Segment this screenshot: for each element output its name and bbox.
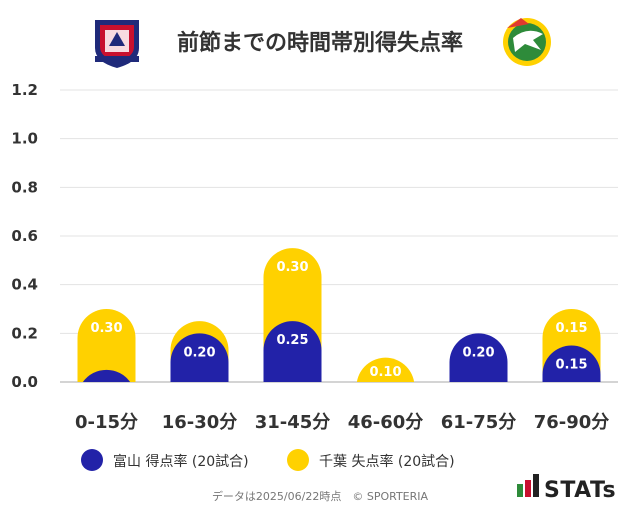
data-label-chiba: 0.30 xyxy=(276,260,308,275)
legend-item-toyama[interactable]: 富山 得点率 (20試合) xyxy=(81,449,249,471)
stats-wordmark: STATs xyxy=(544,478,616,503)
stats-bars-icon xyxy=(517,474,539,497)
legend-label-chiba: 千葉 失点率 (20試合) xyxy=(319,453,455,470)
x-tick-label: 0-15分 xyxy=(75,412,138,433)
bars xyxy=(77,248,601,382)
data-label-toyama: 0.20 xyxy=(462,345,494,360)
data-label-chiba: 0.30 xyxy=(90,321,122,336)
x-tick-label: 76-90分 xyxy=(534,412,610,433)
data-label-chiba: 0.10 xyxy=(369,365,401,380)
bar-toyama xyxy=(263,321,322,382)
stats-logo: STATs xyxy=(517,474,616,503)
bar-chiba xyxy=(356,357,415,382)
legend-label-toyama: 富山 得点率 (20試合) xyxy=(113,453,249,470)
toyama-crest-icon xyxy=(95,20,139,68)
y-tick-label: 1.2 xyxy=(11,81,38,99)
grid xyxy=(60,89,618,383)
bar-toyama xyxy=(449,333,508,382)
y-tick-label: 0.4 xyxy=(11,276,38,294)
bar-toyama xyxy=(542,345,601,382)
x-tick-label: 61-75分 xyxy=(441,412,517,433)
legend-item-chiba[interactable]: 千葉 失点率 (20試合) xyxy=(287,449,455,471)
x-tick-label: 16-30分 xyxy=(162,412,238,433)
bar-toyama xyxy=(82,369,131,382)
legend-swatch-chiba xyxy=(287,449,309,471)
chart-title: 前節までの時間帯別得失点率 xyxy=(177,30,463,56)
y-tick-label: 0.8 xyxy=(11,178,38,196)
x-tick-label: 46-60分 xyxy=(348,412,424,433)
data-labels: 0.30 0.20 0.25 0.30 0.10 0.20 0.15 0.15 xyxy=(90,260,587,380)
y-tick-label: 1.0 xyxy=(11,130,38,148)
bar-chiba xyxy=(77,309,136,382)
x-tick-label: 31-45分 xyxy=(255,412,331,433)
legend: 富山 得点率 (20試合) 千葉 失点率 (20試合) xyxy=(81,449,455,471)
data-label-toyama: 0.25 xyxy=(276,333,308,348)
data-label-toyama: 0.20 xyxy=(183,345,215,360)
data-label-toyama: 0.15 xyxy=(555,358,587,373)
chiba-crest-icon xyxy=(503,18,551,66)
y-tick-label: 0.0 xyxy=(11,373,38,391)
x-axis-ticks: 0-15分 16-30分 31-45分 46-60分 61-75分 76-90分 xyxy=(75,412,609,433)
legend-swatch-toyama xyxy=(81,449,103,471)
bar-toyama xyxy=(170,333,229,382)
y-tick-label: 0.2 xyxy=(11,324,38,342)
y-tick-label: 0.6 xyxy=(11,227,38,245)
footer-note: データは2025/06/22時点 © SPORTERIA xyxy=(212,489,429,503)
y-axis-ticks: 0.0 0.2 0.4 0.6 0.8 1.0 1.2 xyxy=(11,81,38,391)
data-label-chiba: 0.15 xyxy=(555,321,587,336)
